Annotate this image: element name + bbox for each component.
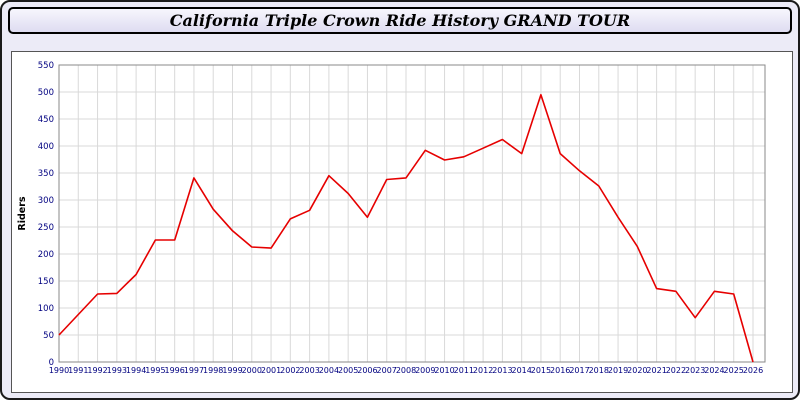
y-tick-label: 0 bbox=[49, 358, 54, 368]
x-tick-label: 1991 bbox=[68, 366, 88, 375]
x-tick-label: 2020 bbox=[627, 366, 647, 375]
x-tick-label: 2018 bbox=[589, 366, 609, 375]
x-tick-label: 2026 bbox=[743, 366, 763, 375]
x-axis-labels: 1990199119921993199419951996199719981999… bbox=[49, 366, 763, 375]
x-tick-label: 2019 bbox=[608, 366, 628, 375]
riders-line-chart: 0501001502002503003504004505005501990199… bbox=[17, 61, 766, 375]
y-tick-label: 400 bbox=[38, 142, 54, 152]
x-tick-label: 2016 bbox=[550, 366, 570, 375]
x-tick-label: 2003 bbox=[299, 366, 319, 375]
x-tick-label: 1994 bbox=[126, 366, 146, 375]
y-tick-label: 200 bbox=[38, 250, 54, 260]
x-tick-label: 2012 bbox=[473, 366, 493, 375]
x-tick-label: 2005 bbox=[338, 366, 358, 375]
x-tick-label: 2006 bbox=[357, 366, 377, 375]
x-tick-label: 2023 bbox=[685, 366, 705, 375]
x-tick-label: 2014 bbox=[511, 366, 531, 375]
y-tick-label: 350 bbox=[38, 169, 54, 179]
x-tick-label: 2001 bbox=[261, 366, 281, 375]
chart-title-bar: California Triple Crown Ride History GRA… bbox=[8, 7, 792, 34]
x-tick-label: 1997 bbox=[184, 366, 204, 375]
x-tick-label: 2010 bbox=[434, 366, 454, 375]
page-title: California Triple Crown Ride History GRA… bbox=[169, 11, 631, 30]
grid-lines bbox=[58, 64, 765, 363]
y-tick-label: 500 bbox=[38, 88, 54, 98]
y-tick-label: 450 bbox=[38, 115, 54, 125]
x-tick-label: 2007 bbox=[377, 366, 397, 375]
y-tick-label: 50 bbox=[43, 331, 54, 341]
x-tick-label: 2015 bbox=[531, 366, 551, 375]
plot-border bbox=[58, 64, 766, 363]
x-tick-label: 2024 bbox=[704, 366, 724, 375]
x-tick-label: 1995 bbox=[145, 366, 165, 375]
x-tick-label: 2002 bbox=[280, 366, 300, 375]
x-tick-label: 1990 bbox=[49, 366, 69, 375]
x-tick-label: 1992 bbox=[87, 366, 107, 375]
x-tick-label: 2008 bbox=[396, 366, 416, 375]
x-tick-label: 2013 bbox=[492, 366, 512, 375]
x-tick-label: 2000 bbox=[242, 366, 262, 375]
x-tick-label: 1996 bbox=[164, 366, 184, 375]
x-tick-label: 2011 bbox=[454, 366, 474, 375]
x-tick-label: 1999 bbox=[222, 366, 242, 375]
x-tick-label: 2009 bbox=[415, 366, 435, 375]
x-tick-label: 1998 bbox=[203, 366, 223, 375]
x-tick-label: 2004 bbox=[319, 366, 339, 375]
y-axis-title: Riders bbox=[17, 196, 28, 231]
chart-panel: 0 50 100 150 200 250 300 350 400 450 500 550 1990 199… bbox=[11, 51, 793, 393]
x-tick-label: 2021 bbox=[646, 366, 666, 375]
y-axis-labels: 0 50 100 150 200 250 300 350 400 450 500 550 bbox=[38, 61, 54, 368]
y-tick-label: 100 bbox=[38, 304, 54, 314]
y-tick-label: 150 bbox=[38, 277, 54, 287]
y-tick-label: 300 bbox=[38, 196, 54, 206]
y-tick-label: 550 bbox=[38, 61, 54, 71]
y-tick-label: 250 bbox=[38, 223, 54, 233]
x-tick-label: 2017 bbox=[569, 366, 589, 375]
x-tick-label: 2025 bbox=[724, 366, 744, 375]
x-tick-label: 2022 bbox=[666, 366, 686, 375]
x-tick-label: 1993 bbox=[107, 366, 127, 375]
riders-series-line bbox=[58, 93, 754, 363]
